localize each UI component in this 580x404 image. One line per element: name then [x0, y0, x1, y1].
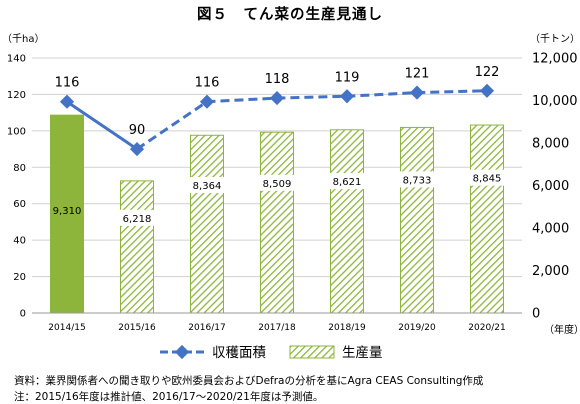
- bar-data-label: 8,845: [473, 174, 502, 185]
- x-axis-tick-label: 2014/15: [48, 323, 85, 333]
- production-bar: [470, 124, 504, 314]
- line-data-label: 116: [195, 76, 220, 91]
- bar-data-label: 8,509: [263, 179, 292, 190]
- line-point-marker: [269, 91, 285, 106]
- line-data-label: 121: [405, 67, 430, 82]
- line-data-label: 119: [335, 70, 360, 85]
- legend: 収穫面積 生産量: [160, 344, 383, 361]
- line-point-marker: [129, 142, 145, 157]
- x-axis-tick-label: 2017/18: [258, 323, 296, 333]
- bar-data-label: 9,310: [53, 206, 82, 217]
- left-axis-tick-label: 60: [13, 199, 26, 210]
- bar-label-background: [258, 174, 296, 191]
- bar-data-label: 8,733: [403, 175, 432, 186]
- legend-bar-label: 生産量: [342, 345, 383, 361]
- x-axis-tick-label: 2019/20: [398, 323, 436, 333]
- x-axis-tick-label: 2015/16: [118, 323, 156, 333]
- bar-label-background: [118, 209, 156, 226]
- right-axis-tick-label: 4,000: [532, 222, 569, 237]
- axes: 0 20 40 60 80 100 120 140 0 2,000 4,000 6,000 8,000 1…: [2, 33, 580, 336]
- left-axis-tick-label: 0: [20, 309, 26, 320]
- production-bar: [190, 134, 224, 314]
- line-data-label: 122: [475, 65, 500, 80]
- x-axis-tick-label: 2016/17: [188, 323, 225, 333]
- right-axis-tick-label: 6,000: [532, 179, 569, 194]
- data-labels: 9,310 6,218 8,364 8,509 8,621 8,733 8,845 116 90…: [53, 65, 506, 226]
- production-bar: [260, 131, 294, 314]
- bar-label-background: [468, 169, 506, 186]
- production-bar: [330, 129, 364, 314]
- left-axis-unit-label: （千ha）: [2, 33, 44, 45]
- right-axis-unit-label: （千トン）: [530, 33, 580, 45]
- bar-data-label: 8,364: [193, 181, 222, 192]
- bar-data-label: 8,621: [333, 177, 362, 188]
- source-note: 資料：業界関係者への聞き取りや欧州委員会およびDefraの分析を基にAgra C…: [14, 375, 484, 387]
- chart: 0 20 40 60 80 100 120 140 0 2,000 4,000 6,000 8,000 1…: [2, 33, 580, 361]
- production-bars: [50, 114, 504, 314]
- line-point-marker: [479, 83, 495, 98]
- x-axis-tick-label: 2020/21: [468, 323, 505, 333]
- line-data-label: 90: [129, 123, 146, 138]
- right-axis-tick-label: 8,000: [532, 137, 569, 152]
- legend-bar-swatch: [289, 345, 335, 359]
- line-data-label: 116: [55, 76, 80, 91]
- x-axis-unit-label: （年度）: [544, 323, 580, 336]
- production-bar: [120, 180, 154, 314]
- right-axis-tick-label: 12,000: [532, 52, 578, 67]
- left-axis-tick-label: 80: [13, 163, 26, 174]
- production-bar: [50, 114, 84, 314]
- bar-data-label: 6,218: [123, 214, 152, 225]
- left-axis-tick-label: 120: [7, 90, 26, 101]
- right-axis-tick-label: 10,000: [532, 94, 578, 109]
- right-axis-tick-label: 0: [532, 307, 540, 322]
- legend-line-label: 収穫面積: [212, 345, 266, 361]
- harvest-area-line-dashed: [136, 89, 488, 151]
- figure-title: 図５ てん菜の生産見通し: [197, 7, 383, 23]
- line-data-label: 118: [265, 72, 290, 87]
- left-axis-tick-label: 140: [7, 54, 26, 65]
- harvest-area-line: [59, 83, 495, 157]
- bar-label-background: [398, 171, 436, 188]
- bar-label-background: [188, 177, 226, 194]
- legend-line-marker: [174, 344, 190, 360]
- left-axis-tick-label: 20: [13, 272, 26, 283]
- left-axis-tick-label: 40: [13, 236, 26, 247]
- line-point-marker: [339, 89, 355, 104]
- line-point-marker: [409, 85, 425, 100]
- bar-label-background: [328, 173, 366, 190]
- remark-note: 注：2015/16年度は推計値、2016/17～2020/21年度は予測値。: [14, 391, 324, 403]
- harvest-area-line-solid: [66, 100, 138, 151]
- production-bar: [400, 126, 434, 314]
- right-axis-tick-label: 2,000: [532, 264, 569, 279]
- left-axis-tick-label: 100: [7, 126, 26, 137]
- x-axis-tick-label: 2018/19: [328, 323, 366, 333]
